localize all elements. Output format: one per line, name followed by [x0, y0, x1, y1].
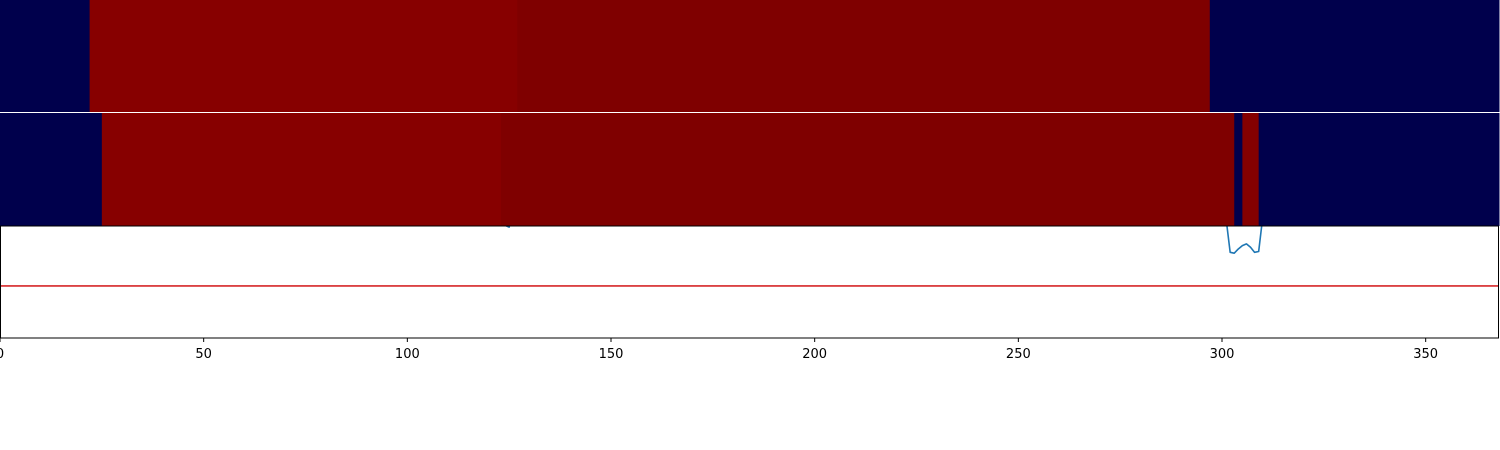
x-tick-label: 0 [0, 347, 4, 362]
x-tick-label: 150 [599, 347, 624, 362]
state-band-2-segment-2 [101, 113, 502, 226]
state-band-1-segment-3 [517, 0, 1211, 112]
x-tick-label: 100 [395, 347, 420, 362]
x-tick-label: 50 [195, 347, 212, 362]
state-band-1-segment-2 [89, 0, 518, 112]
state-band-1-segment-4 [1209, 0, 1500, 112]
state-bands [0, 0, 1500, 226]
signal-axes-frame [0, 225, 1499, 339]
x-tick-label: 250 [1006, 347, 1031, 362]
state-band-2-segment-4 [1234, 113, 1243, 226]
state-band-2-segment-3 [501, 113, 1235, 226]
state-band-2-segment-6 [1258, 113, 1500, 226]
x-tick-label: 200 [802, 347, 827, 362]
state-band-1 [0, 0, 1500, 112]
x-tick-label: 350 [1413, 347, 1438, 362]
x-tick-label: 300 [1210, 347, 1235, 362]
x-axis: 0 50 100 150 200 250 300 350 [0, 338, 1438, 362]
state-band-1-segment-1 [0, 0, 91, 112]
state-band-2 [0, 113, 1500, 226]
state-band-2-segment-1 [0, 113, 103, 226]
state-band-2-segment-5 [1242, 113, 1260, 226]
signal-plot-area [0, 225, 1499, 339]
